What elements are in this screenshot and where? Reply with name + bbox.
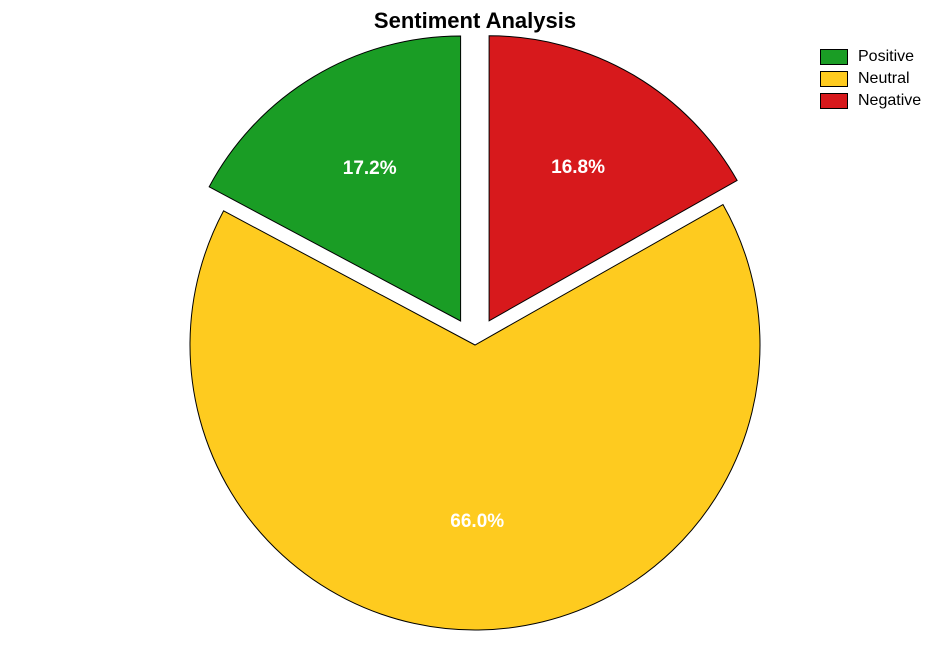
legend-item: Negative <box>820 92 921 110</box>
legend-swatch <box>820 93 848 109</box>
legend-label: Negative <box>858 92 921 110</box>
pie-svg <box>0 0 950 662</box>
legend-swatch <box>820 49 848 65</box>
slice-percent-label: 16.8% <box>551 157 605 179</box>
pie-slice <box>190 205 760 630</box>
slice-percent-label: 66.0% <box>450 511 504 533</box>
sentiment-pie-chart: Sentiment Analysis PositiveNeutralNegati… <box>0 0 950 662</box>
legend-item: Neutral <box>820 70 921 88</box>
legend-label: Positive <box>858 48 914 66</box>
legend: Positive Neutral Negative <box>820 48 921 114</box>
slice-percent-label: 17.2% <box>343 158 397 180</box>
legend-swatch <box>820 71 848 87</box>
legend-label: Neutral <box>858 70 910 88</box>
legend-item: Positive <box>820 48 921 66</box>
